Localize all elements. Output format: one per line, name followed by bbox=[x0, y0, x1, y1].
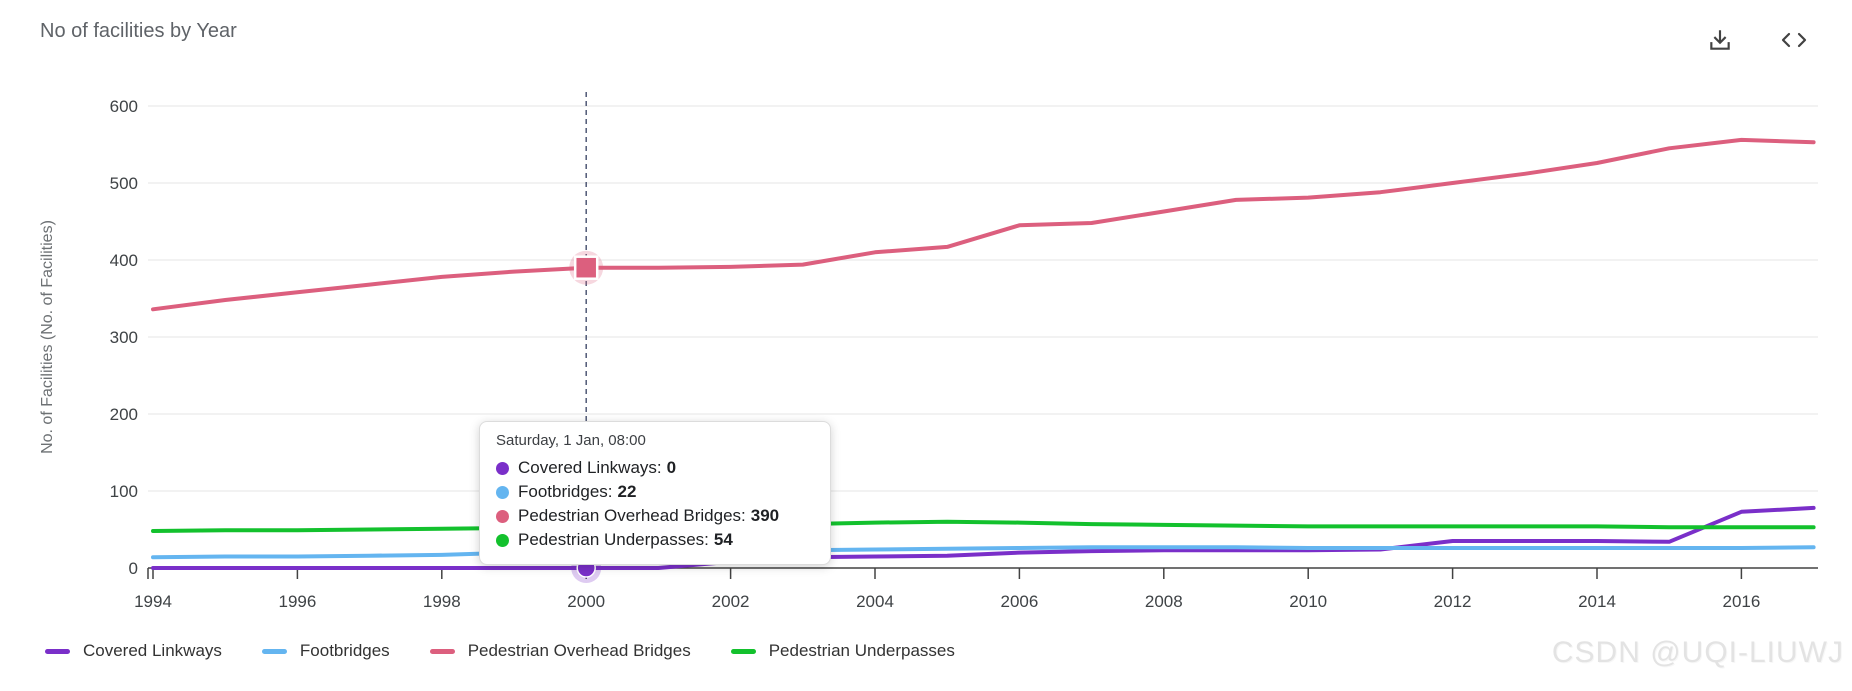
svg-text:600: 600 bbox=[110, 97, 138, 116]
legend-label: Pedestrian Overhead Bridges bbox=[467, 641, 691, 660]
tooltip-row-label: Covered Linkways: bbox=[518, 458, 662, 477]
legend-swatch bbox=[261, 648, 287, 654]
series-dot bbox=[496, 461, 509, 475]
chart-title: No of facilities by Year bbox=[40, 20, 237, 42]
watermark: CSDN @UQI-LIUWJ bbox=[1551, 636, 1844, 669]
legend-swatch bbox=[730, 648, 756, 654]
svg-text:2008: 2008 bbox=[1145, 592, 1183, 611]
tooltip-row-value: 390 bbox=[750, 506, 780, 525]
chart-legend: Covered Linkways Footbridges Pedestrian … bbox=[45, 641, 955, 661]
legend-swatch bbox=[45, 648, 70, 654]
tooltip-row-label: Pedestrian Underpasses: bbox=[518, 530, 709, 549]
tooltip-row: Pedestrian Underpasses: 54 bbox=[496, 528, 814, 552]
svg-text:2006: 2006 bbox=[1000, 592, 1038, 611]
svg-text:300: 300 bbox=[110, 328, 138, 347]
legend-item-pedestrian-underpasses[interactable]: Pedestrian Underpasses bbox=[730, 641, 955, 661]
code-icon bbox=[1780, 27, 1808, 53]
tooltip-row-value: 54 bbox=[713, 530, 733, 549]
tooltip-row-value: 22 bbox=[617, 482, 637, 501]
legend-label: Covered Linkways bbox=[83, 641, 222, 660]
svg-text:200: 200 bbox=[110, 405, 138, 424]
svg-text:2012: 2012 bbox=[1434, 592, 1472, 611]
legend-item-footbridges[interactable]: Footbridges bbox=[261, 641, 390, 661]
svg-text:2016: 2016 bbox=[1722, 592, 1760, 611]
series-dot bbox=[496, 533, 509, 547]
svg-text:2010: 2010 bbox=[1289, 592, 1327, 611]
tooltip-row-label: Pedestrian Overhead Bridges: bbox=[518, 506, 746, 525]
svg-text:2004: 2004 bbox=[856, 592, 894, 611]
svg-text:100: 100 bbox=[110, 482, 138, 501]
legend-label: Footbridges bbox=[299, 641, 390, 660]
download-button[interactable] bbox=[1700, 22, 1740, 58]
svg-text:1998: 1998 bbox=[423, 592, 461, 611]
tooltip-row-label: Footbridges: bbox=[518, 482, 613, 501]
view-code-button[interactable] bbox=[1774, 22, 1814, 58]
tooltip-row: Covered Linkways: 0 bbox=[496, 456, 814, 480]
legend-label: Pedestrian Underpasses bbox=[768, 641, 955, 660]
tooltip-row-value: 0 bbox=[666, 458, 677, 477]
svg-text:2002: 2002 bbox=[712, 592, 750, 611]
download-icon bbox=[1707, 27, 1733, 53]
svg-text:2014: 2014 bbox=[1578, 592, 1616, 611]
svg-text:400: 400 bbox=[110, 251, 138, 270]
tooltip-row: Pedestrian Overhead Bridges: 390 bbox=[496, 504, 814, 528]
chart-tooltip: Saturday, 1 Jan, 08:00 Covered Linkways:… bbox=[479, 421, 831, 565]
svg-text:1994: 1994 bbox=[134, 592, 172, 611]
svg-text:500: 500 bbox=[110, 174, 138, 193]
tooltip-row: Footbridges: 22 bbox=[496, 480, 814, 504]
legend-item-pedestrian-overhead-bridges[interactable]: Pedestrian Overhead Bridges bbox=[429, 641, 691, 661]
tooltip-date: Saturday, 1 Jan, 08:00 bbox=[496, 432, 646, 449]
svg-text:0: 0 bbox=[129, 559, 138, 578]
series-dot bbox=[496, 509, 509, 523]
svg-text:2000: 2000 bbox=[567, 592, 605, 611]
svg-text:1996: 1996 bbox=[278, 592, 316, 611]
legend-item-covered-linkways[interactable]: Covered Linkways bbox=[45, 641, 222, 661]
series-dot bbox=[496, 485, 509, 499]
legend-swatch bbox=[429, 648, 455, 654]
svg-text:No. of Facilities (No. of Faci: No. of Facilities (No. of Facilities) bbox=[39, 220, 56, 454]
